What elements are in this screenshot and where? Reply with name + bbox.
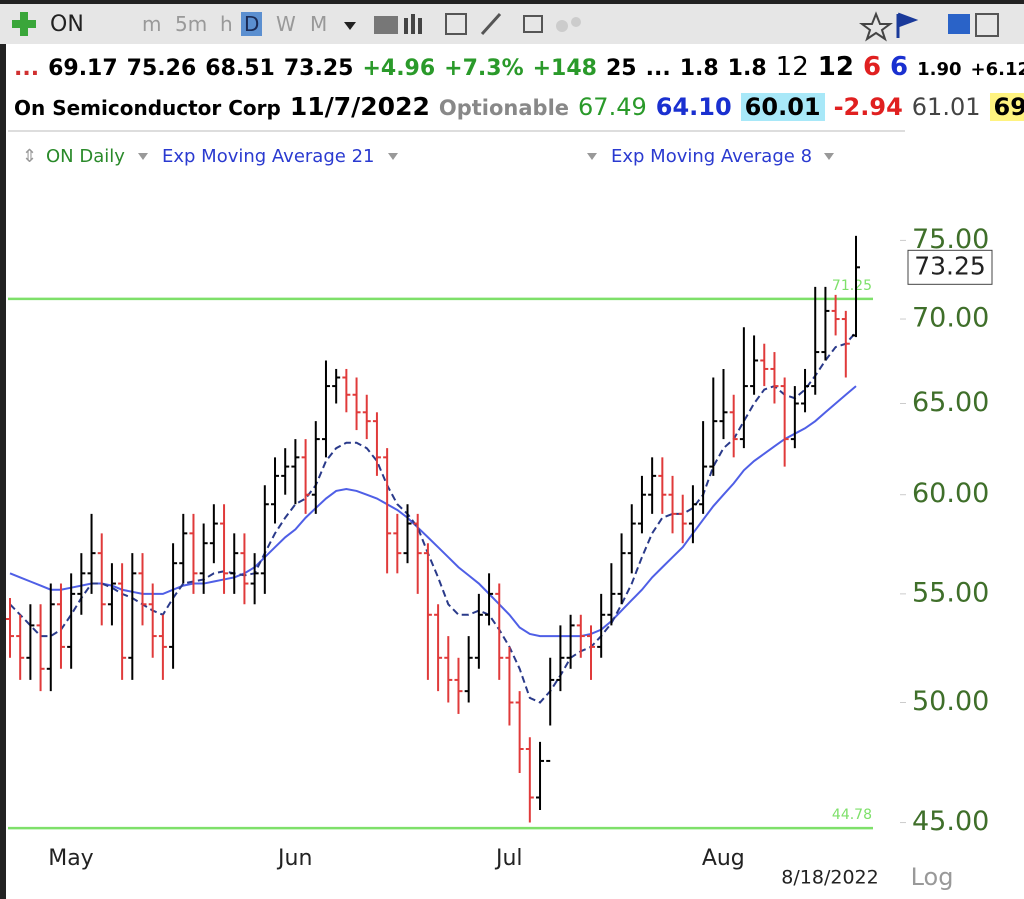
quote-field: 1.90 [917,59,962,80]
quote-field: 61.01 [911,93,981,121]
quote-field: 67.49 [578,93,647,121]
quote-field: 12 [775,52,809,82]
quote-field: ... [14,56,40,81]
symbol[interactable]: ON [50,12,84,37]
x-tick-label: Aug [702,846,745,871]
quote-field: ... [645,56,671,81]
quote-field: 6 [862,52,882,82]
quote-field: +7.3% [444,56,524,81]
y-tick-label: 75.00 [912,224,989,255]
y-tick-label: 50.00 [912,686,989,717]
quote-field: 75.26 [126,56,197,81]
toolbar-icons[interactable] [340,6,1000,42]
quote-field: +148 [532,56,597,81]
study-icon: ⇕ [22,146,37,167]
y-tick-label: 45.00 [912,806,989,837]
interval[interactable]: 5m [175,12,208,36]
quote-field: 68.51 [205,56,275,81]
quote-field: 69.17 [48,56,118,81]
horizontal-line-label: 44.78 [832,807,872,823]
quote-field: 1.8 [727,56,767,81]
quote-row: On Semiconductor Corp 11/7/2022 Optionable… [14,92,1024,121]
y-tick-label: 70.00 [912,303,989,334]
x-tick-label: May [48,846,93,871]
y-tick-label: 65.00 [912,387,989,418]
study-label[interactable]: ON Daily [46,146,125,167]
interval[interactable]: m [142,12,162,36]
left-edge [0,44,6,899]
quote-field: +6.12 [970,59,1024,80]
quote-field: 60.01 [740,93,825,121]
quote-field: 64.10 [655,93,732,121]
cursor-date-box [778,864,884,892]
interval[interactable]: W [276,12,296,36]
quote-field: 6 [890,52,909,82]
add-icon[interactable] [10,10,40,40]
quote-field: 73.25 [283,56,354,81]
interval[interactable]: h [220,12,233,36]
study-label[interactable]: Exp Moving Average 8 [611,146,812,167]
x-tick-label: Jul [494,846,523,871]
horizontal-line-label: 71.25 [832,278,872,294]
quote-field: 12 [817,52,854,82]
moving-average [9,385,857,638]
study-label[interactable]: Exp Moving Average 21 [162,146,374,167]
quote-field: 25 [605,56,637,81]
quote-date: 11/7/2022 [289,92,430,121]
toolbar: ON m 5m h D W M [0,0,1024,44]
quote-field: 1.8 [679,56,719,81]
moving-average [9,331,857,704]
quote-field: Optionable [438,96,570,120]
y-tick-label: 60.00 [912,478,989,509]
last-price: 73.25 [914,251,986,280]
interval-active[interactable]: D [241,12,263,36]
cursor-date: 8/18/2022 [781,867,878,889]
interval[interactable]: M [310,12,328,36]
quote-field: -2.94 [833,93,903,121]
x-tick-label: Jun [276,846,312,871]
quote-field: 69 [989,93,1024,121]
scale-label[interactable]: Log [911,863,954,891]
quote-field: +4.96 [362,56,436,81]
y-tick-label: 55.00 [912,577,989,608]
quote-row: ... 69.17 75.26 68.51 73.25 +4.96 +7.3% +148 25.… [14,52,1024,82]
last-price-box [907,249,993,285]
company-name: On Semiconductor Corp [14,96,281,120]
